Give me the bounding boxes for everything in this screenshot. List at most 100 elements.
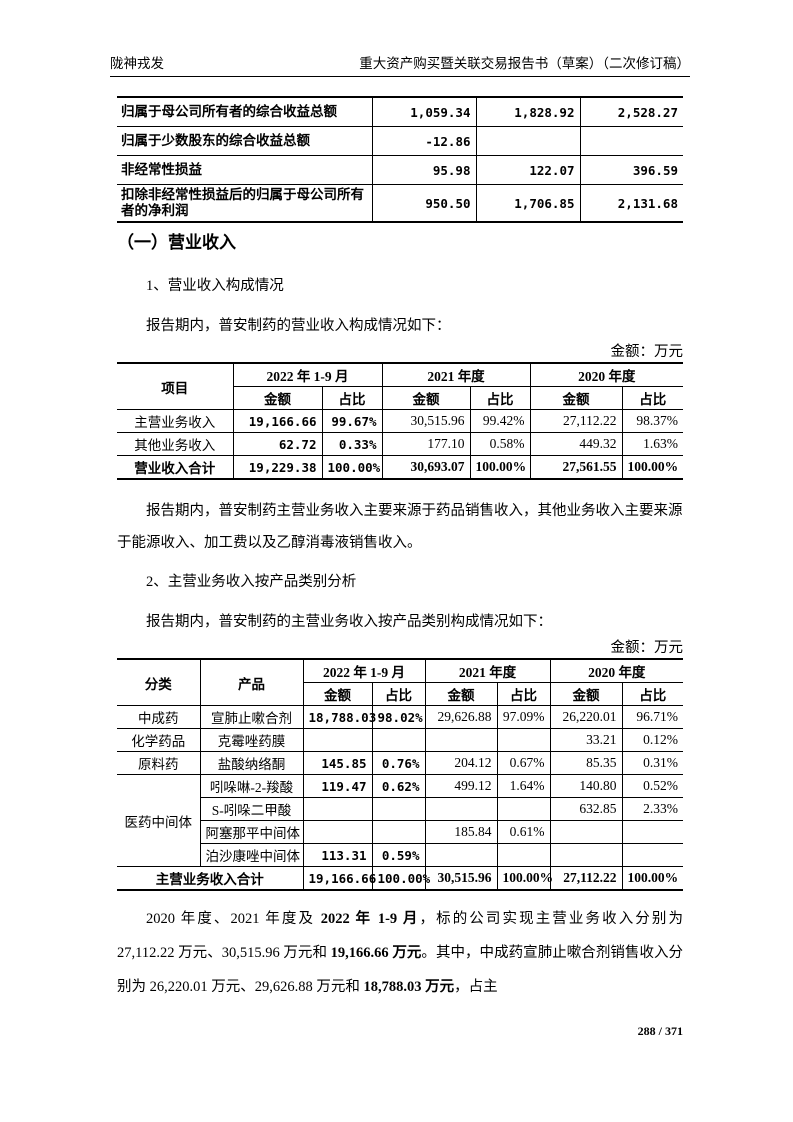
table-row: 阿塞那平中间体 185.84 0.61% <box>117 820 683 844</box>
cell: 2,528.27 <box>579 96 683 127</box>
subcolumn-header: 金额 <box>529 386 623 410</box>
cell: 27,112.22 <box>549 866 623 891</box>
product-cell: 吲哚啉-2-羧酸 <box>199 774 304 798</box>
table-row: 归属于母公司所有者的综合收益总额 1,059.34 1,828.92 2,528.27 <box>117 96 683 127</box>
cell: 1.63% <box>621 432 683 456</box>
subcolumn-header: 金额 <box>233 386 323 410</box>
cell: 27,561.55 <box>529 455 623 480</box>
subsection-title: 1、营业收入构成情况 <box>146 278 284 294</box>
paragraph: 报告期内，普安制药主营业务收入主要来源于药品销售收入，其他业务收入主要来源于能源… <box>117 503 683 551</box>
cell: 97.09% <box>496 705 551 729</box>
total-row: 主营业务收入合计 19,166.66 100.00% 30,515.96 100.00%… <box>117 866 683 891</box>
cell: 100.00% <box>621 866 683 891</box>
cell <box>496 797 551 821</box>
header-row: 项目 2022 年 1-9 月 2021 年度 2020 年度 <box>117 362 683 410</box>
cell <box>621 843 683 867</box>
category-cell: 化学药品 <box>117 728 201 752</box>
subcolumn-header: 占比 <box>621 386 683 410</box>
product-cell: 泊沙康唑中间体 <box>200 843 304 867</box>
table-row: 扣除非经常性损益后的归属于母公司所有者的净利润 950.50 1,706.85 2,1… <box>117 184 683 223</box>
table: 分类 产品 2022 年 1-9 月 2021 年度 2020 年度 金额 占比 金额 占比 金额… <box>117 658 683 891</box>
subcolumn-header: 金额 <box>424 682 498 706</box>
cell <box>621 820 683 844</box>
cell: 1,706.85 <box>475 184 581 223</box>
cell: 499.12 <box>424 774 498 798</box>
cell: 0.76% <box>371 751 426 775</box>
cell: 100.00% <box>371 866 430 891</box>
cell: 2,131.68 <box>579 184 683 223</box>
header-cell: 分类 <box>117 658 201 706</box>
subcolumn-header: 占比 <box>371 682 426 706</box>
subsection-title: 2、主营业务收入按产品类别分析 <box>146 574 357 590</box>
cell: 185.84 <box>424 820 498 844</box>
table-row: 主营业务收入 19,166.66 99.67% 30,515.96 99.42% 27,1… <box>117 409 683 433</box>
cell: 396.59 <box>579 155 683 185</box>
product-cell: 克霉唑药膜 <box>199 728 304 752</box>
cell: 100.00% <box>496 866 553 891</box>
cell: 29,626.88 <box>424 705 498 729</box>
cell: 1,059.34 <box>371 96 477 127</box>
cell: 30,515.96 <box>424 866 498 891</box>
paragraph: 报告期内，普安制药的营业收入构成情况如下： <box>146 318 451 334</box>
table-row: 泊沙康唑中间体 113.31 0.59% <box>117 843 683 867</box>
row-label: 扣除非经常性损益后的归属于母公司所有者的净利润 <box>117 184 373 223</box>
cell: 145.85 <box>302 751 373 775</box>
row-label: 其他业务收入 <box>117 432 234 456</box>
cell <box>424 728 498 752</box>
paragraph: 报告期内，普安制药的主营业务收入按产品类别构成情况如下： <box>146 614 552 630</box>
subcolumn-header: 占比 <box>621 682 683 706</box>
subcolumn-header: 金额 <box>549 682 623 706</box>
bold-text: 19,166.66 万元 <box>330 945 422 961</box>
cell: 27,112.22 <box>529 409 623 433</box>
subcolumn-header: 占比 <box>321 386 383 410</box>
cell: 0.61% <box>496 820 551 844</box>
cell: 0.58% <box>469 432 531 456</box>
product-cell: 盐酸纳络酮 <box>199 751 304 775</box>
cell: 0.31% <box>621 751 683 775</box>
bold-text: 2022 年 1-9 月 <box>320 911 420 927</box>
cell: 33.21 <box>549 728 623 752</box>
bold-text: 18,788.03 万元 <box>363 979 455 995</box>
cell: 204.12 <box>424 751 498 775</box>
period-header: 2022 年 1-9 月 <box>232 362 383 387</box>
section-heading: （一）营业收入 <box>117 233 236 252</box>
cell <box>371 820 426 844</box>
row-label: 归属于少数股东的综合收益总额 <box>117 126 373 156</box>
row-label: 主营业务收入合计 <box>117 866 304 891</box>
cell: -12.86 <box>371 126 477 156</box>
unit-label: 金额：万元 <box>610 640 684 656</box>
subcolumn-header: 金额 <box>381 386 471 410</box>
table-row: 归属于少数股东的综合收益总额 -12.86 <box>117 126 683 156</box>
text: ，标的公司实现主营业务收入分别为 27,112.22 万元、30,515.96 … <box>117 911 684 961</box>
row-label: 主营业务收入 <box>117 409 234 433</box>
paragraph: 2020 年度、2021 年度及 2022 年 1-9 月，标的公司实现主营业务… <box>117 902 683 1004</box>
total-row: 营业收入合计 19,229.38 100.00% 30,693.07 100.00% 27… <box>117 455 683 480</box>
table-row: 原料药 盐酸纳络酮 145.85 0.76% 204.12 0.67% 85.35 0.31% <box>117 751 683 775</box>
product-cell: 阿塞那平中间体 <box>200 820 304 844</box>
table-body: 主营业务收入 19,166.66 99.67% 30,515.96 99.42% 27,1… <box>117 409 683 480</box>
cell: 85.35 <box>549 751 623 775</box>
cell: 18,788.03 <box>302 705 376 729</box>
cell: 449.32 <box>529 432 623 456</box>
cell <box>496 843 551 867</box>
subcolumn-header: 占比 <box>469 386 531 410</box>
product-cell: S-吲哚二甲酸 <box>200 797 304 821</box>
row-label: 非经常性损益 <box>117 155 373 185</box>
page-number: 288 / 371 <box>637 1024 683 1038</box>
cell: 122.07 <box>475 155 581 185</box>
text: ，占主 <box>454 979 498 995</box>
cell: 0.67% <box>496 751 551 775</box>
text: 。其中，中成药宣肺止嗽合剂销售收入分别为 26,220.01 万元、29,626… <box>117 945 684 995</box>
cell: 1.64% <box>496 774 551 798</box>
subcolumn-header: 金额 <box>303 682 373 706</box>
cell: 177.10 <box>381 432 471 456</box>
table-row: 医药中间体 吲哚啉-2-羧酸 119.47 0.62% 499.12 1.64% 140.8… <box>117 774 683 867</box>
header-row: 金额 占比 金额 占比 金额 占比 <box>117 682 683 706</box>
table: 归属于母公司所有者的综合收益总额 1,059.34 1,828.92 2,528.27… <box>117 96 683 223</box>
cell: 62.72 <box>232 432 323 456</box>
cell: 0.33% <box>321 432 383 456</box>
cell: 99.67% <box>321 409 383 433</box>
table-row: 非经常性损益 95.98 122.07 396.59 <box>117 155 683 185</box>
row-label: 归属于母公司所有者的综合收益总额 <box>117 96 373 127</box>
cell: 1,828.92 <box>475 96 581 127</box>
